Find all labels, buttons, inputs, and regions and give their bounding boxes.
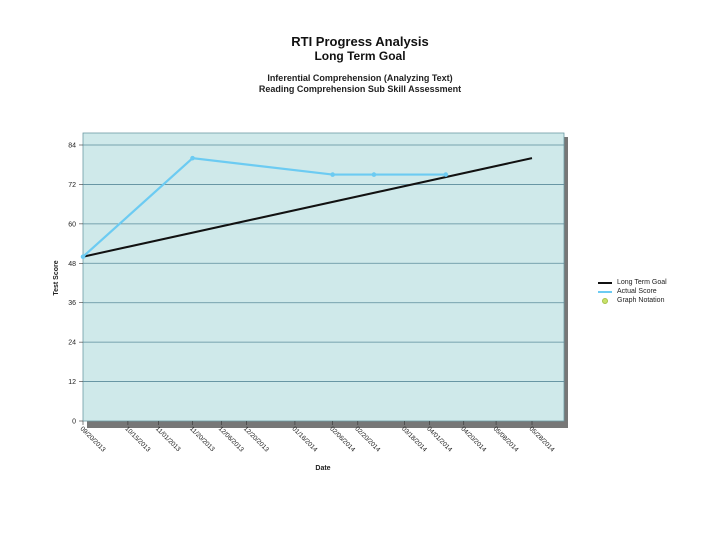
legend: Long Term Goal Actual Score Graph Notati… — [598, 278, 667, 305]
chart-subtitle: Long Term Goal — [314, 49, 406, 63]
x-tick-label: 03/18/2014 — [400, 425, 428, 453]
x-tick-label: 04/01/2014 — [425, 425, 453, 453]
y-tick-label: 12 — [68, 379, 76, 386]
y-tick-label: 72 — [68, 182, 76, 189]
y-tick-labels: 0 12 24 36 48 60 72 84 — [68, 143, 83, 426]
x-tick-label: 09/20/2013 — [79, 425, 107, 453]
y-tick-label: 60 — [68, 221, 76, 228]
x-tick-label: 02/06/2014 — [328, 425, 356, 453]
x-tick-label: 11/01/2013 — [154, 425, 182, 453]
legend-swatch-goal — [598, 281, 612, 284]
plot-background — [82, 132, 565, 422]
series-line-long-term-goal — [82, 157, 533, 258]
grid-lines — [83, 144, 564, 382]
x-tick-label: 05/08/2014 — [492, 425, 520, 453]
legend-label-goal: Long Term Goal — [617, 279, 667, 286]
legend-label-notation: Graph Notation — [617, 297, 665, 304]
legend-item-actual-score: Actual Score — [598, 287, 667, 296]
x-tick-label: 12/20/2013 — [242, 425, 270, 453]
actual-score-point — [371, 172, 377, 177]
y-tick-label: 24 — [68, 340, 76, 347]
x-tick-label: 11/20/2013 — [188, 425, 216, 453]
skill-title: Inferential Comprehension (Analyzing Tex… — [267, 73, 453, 83]
legend-item-graph-notation: Graph Notation — [598, 296, 667, 305]
legend-item-long-term-goal: Long Term Goal — [598, 278, 667, 287]
y-tick-label: 0 — [72, 419, 76, 426]
chart-title: RTI Progress Analysis — [291, 34, 429, 49]
legend-label-actual: Actual Score — [617, 288, 657, 295]
assessment-title: Reading Comprehension Sub Skill Assessme… — [258, 84, 462, 94]
y-tick-label: 84 — [68, 143, 76, 150]
x-tick-label: 10/15/2013 — [123, 425, 151, 453]
x-tick-label: 01/16/2014 — [291, 425, 319, 453]
x-tick-label: 02/20/2014 — [353, 425, 381, 453]
legend-notation-dot-icon — [602, 297, 608, 304]
series-layer — [80, 155, 533, 260]
actual-score-point — [443, 172, 449, 177]
chart-titles: RTI Progress Analysis Long Term Goal Inf… — [0, 34, 720, 95]
y-tick-label: 48 — [68, 261, 76, 268]
x-tick-label: 12/06/2013 — [217, 425, 245, 453]
legend-swatch-actual — [598, 290, 612, 293]
x-tick-label: 05/28/2014 — [528, 425, 556, 453]
actual-score-point — [80, 254, 86, 260]
y-axis-label: Test Score — [53, 260, 60, 295]
actual-score-point — [190, 155, 195, 161]
y-tick-label: 36 — [68, 300, 76, 307]
actual-score-point — [330, 172, 335, 177]
x-tick-label: 04/20/2014 — [459, 425, 487, 453]
x-axis-label: Date — [315, 465, 330, 472]
